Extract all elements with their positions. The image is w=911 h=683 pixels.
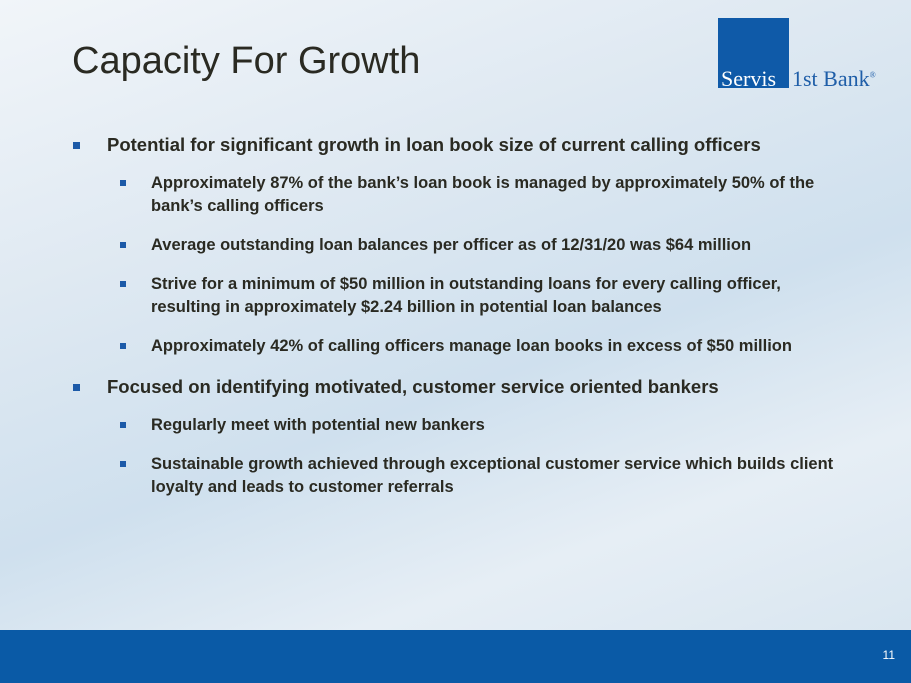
square-bullet-icon: [120, 343, 126, 349]
sub-bullet: Regularly meet with potential new banker…: [120, 414, 851, 437]
bullet-2: Focused on identifying motivated, custom…: [73, 374, 827, 400]
square-bullet-icon: [120, 422, 126, 428]
logo-box: [718, 18, 789, 88]
logo-text-servis: Servis: [721, 66, 776, 91]
sub-bullet: Approximately 42% of calling officers ma…: [120, 335, 851, 358]
sub-bullet: Strive for a minimum of $50 million in o…: [120, 273, 851, 319]
square-bullet-icon: [120, 242, 126, 248]
footer-bar: 11: [0, 630, 911, 683]
sub-bullet: Approximately 87% of the bank’s loan boo…: [120, 172, 851, 218]
bullet-1: Potential for significant growth in loan…: [73, 132, 827, 158]
square-bullet-icon: [120, 281, 126, 287]
sub-bullet: Average outstanding loan balances per of…: [120, 234, 851, 257]
square-bullet-icon: [120, 180, 126, 186]
servisfirst-logo: Servis 1st Bank®: [718, 18, 898, 91]
sub-bullet: Sustainable growth achieved through exce…: [120, 453, 851, 499]
square-bullet-icon: [120, 461, 126, 467]
square-bullet-icon: [73, 142, 80, 149]
slide-title: Capacity For Growth: [72, 40, 421, 82]
page-number: 11: [882, 648, 895, 662]
slide-content: Potential for significant growth in loan…: [0, 132, 911, 515]
logo-text-bank: 1st Bank®: [792, 66, 876, 91]
square-bullet-icon: [73, 384, 80, 391]
